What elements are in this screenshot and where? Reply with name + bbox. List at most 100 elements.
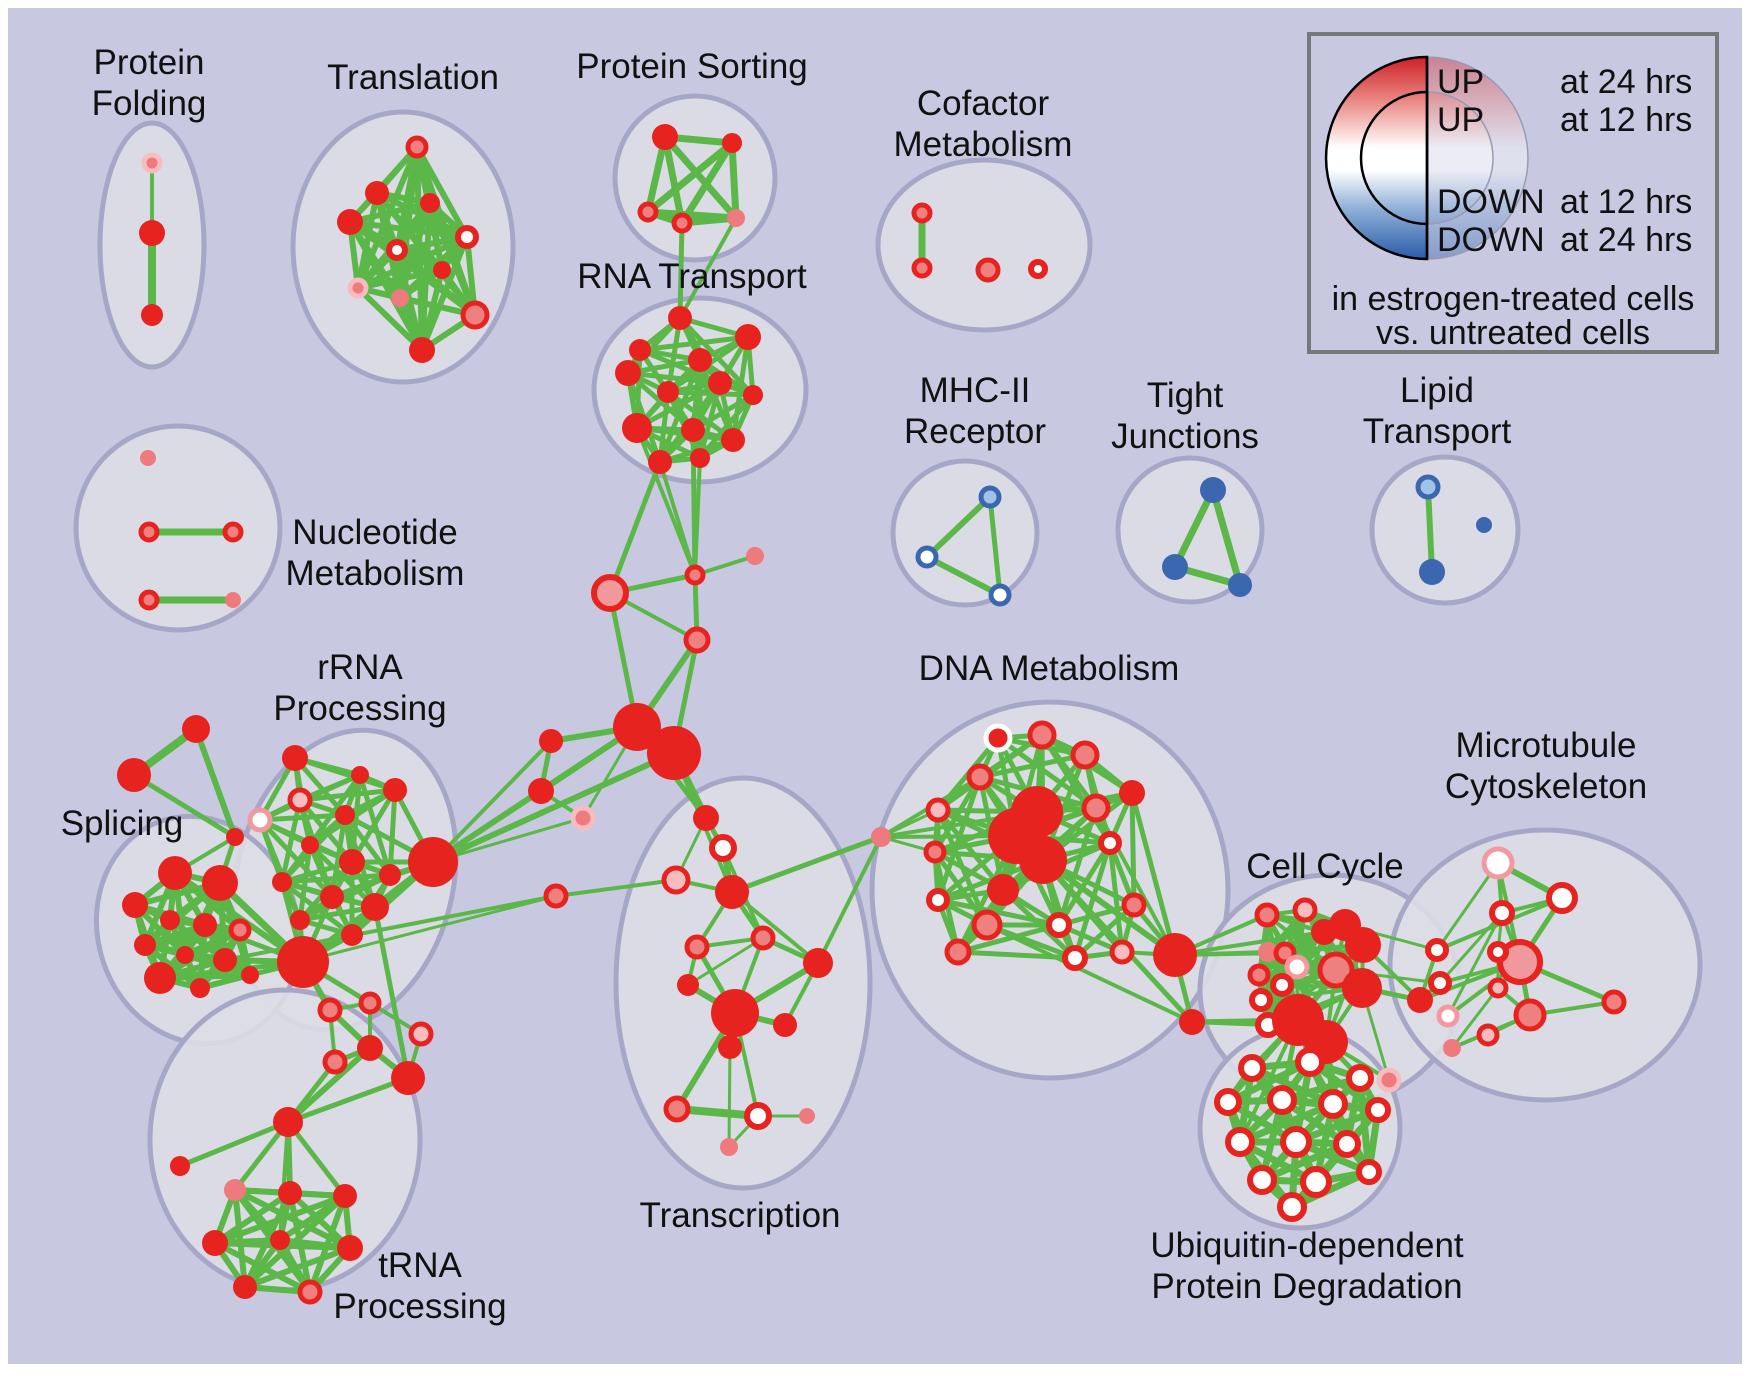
- network-node[interactable]: [1162, 554, 1188, 580]
- network-node[interactable]: [677, 974, 699, 996]
- network-node[interactable]: [983, 723, 1013, 753]
- network-node[interactable]: [683, 626, 711, 654]
- network-node[interactable]: [911, 257, 933, 279]
- network-node[interactable]: [455, 225, 479, 249]
- network-node[interactable]: [433, 261, 451, 279]
- network-node[interactable]: [1277, 1192, 1307, 1222]
- network-node[interactable]: [1513, 998, 1547, 1032]
- network-node[interactable]: [297, 1279, 323, 1305]
- network-node[interactable]: [405, 135, 429, 159]
- network-node[interactable]: [134, 934, 156, 956]
- network-node[interactable]: [1121, 892, 1147, 918]
- network-node[interactable]: [138, 521, 160, 543]
- network-node[interactable]: [383, 778, 407, 802]
- network-node[interactable]: [988, 583, 1012, 607]
- network-node[interactable]: [247, 807, 273, 833]
- network-node[interactable]: [1247, 1165, 1277, 1195]
- network-node[interactable]: [224, 1179, 246, 1201]
- network-node[interactable]: [622, 413, 652, 443]
- network-node[interactable]: [270, 1230, 290, 1250]
- network-node[interactable]: [228, 918, 252, 942]
- network-node[interactable]: [799, 1108, 815, 1124]
- network-node[interactable]: [341, 924, 363, 946]
- network-node[interactable]: [1109, 939, 1135, 965]
- network-node[interactable]: [978, 485, 1002, 509]
- network-node[interactable]: [1481, 846, 1515, 880]
- network-node[interactable]: [408, 837, 458, 887]
- network-node[interactable]: [1238, 1054, 1266, 1082]
- network-node[interactable]: [637, 201, 659, 223]
- network-node[interactable]: [613, 703, 661, 751]
- network-node[interactable]: [1407, 987, 1433, 1013]
- network-node[interactable]: [1249, 988, 1273, 1012]
- network-node[interactable]: [944, 938, 972, 966]
- network-node[interactable]: [926, 888, 950, 912]
- network-node[interactable]: [718, 1035, 742, 1059]
- network-node[interactable]: [170, 1156, 190, 1176]
- network-node[interactable]: [803, 948, 833, 978]
- network-node[interactable]: [141, 152, 163, 174]
- network-node[interactable]: [1027, 720, 1057, 750]
- network-node[interactable]: [176, 946, 194, 964]
- network-node[interactable]: [460, 300, 490, 330]
- network-node[interactable]: [1270, 973, 1294, 997]
- network-node[interactable]: [379, 864, 401, 886]
- network-node[interactable]: [241, 966, 259, 984]
- network-node[interactable]: [1443, 1039, 1461, 1057]
- network-node[interactable]: [647, 726, 701, 780]
- network-node[interactable]: [1046, 912, 1072, 938]
- network-node[interactable]: [1081, 793, 1111, 823]
- network-node[interactable]: [408, 1021, 434, 1047]
- network-node[interactable]: [1179, 1009, 1205, 1035]
- network-node[interactable]: [923, 840, 947, 864]
- network-node[interactable]: [140, 450, 156, 466]
- network-node[interactable]: [721, 428, 745, 452]
- network-node[interactable]: [1119, 780, 1145, 806]
- network-node[interactable]: [320, 885, 344, 909]
- network-node[interactable]: [1214, 1088, 1242, 1116]
- network-node[interactable]: [1258, 942, 1278, 962]
- network-node[interactable]: [871, 827, 891, 847]
- network-node[interactable]: [688, 348, 712, 372]
- network-node[interactable]: [1489, 900, 1515, 926]
- network-node[interactable]: [335, 805, 355, 825]
- network-node[interactable]: [333, 1184, 357, 1208]
- network-node[interactable]: [144, 962, 176, 994]
- network-node[interactable]: [278, 1181, 302, 1205]
- network-node[interactable]: [1476, 1023, 1500, 1047]
- network-node[interactable]: [746, 547, 764, 565]
- network-node[interactable]: [657, 381, 679, 403]
- network-node[interactable]: [1333, 1130, 1361, 1158]
- network-node[interactable]: [158, 856, 192, 890]
- network-node[interactable]: [528, 778, 554, 804]
- network-node[interactable]: [1476, 517, 1492, 533]
- network-node[interactable]: [1153, 933, 1197, 977]
- network-node[interactable]: [202, 865, 238, 901]
- network-node[interactable]: [1601, 989, 1627, 1015]
- network-node[interactable]: [365, 181, 389, 205]
- network-node[interactable]: [351, 766, 369, 784]
- network-node[interactable]: [671, 212, 693, 234]
- network-node[interactable]: [1300, 1166, 1332, 1198]
- network-node[interactable]: [391, 1061, 425, 1095]
- network-node[interactable]: [966, 763, 994, 791]
- network-node[interactable]: [663, 1095, 691, 1123]
- network-node[interactable]: [915, 545, 939, 569]
- network-node[interactable]: [1428, 971, 1452, 995]
- network-node[interactable]: [1062, 945, 1088, 971]
- network-node[interactable]: [1284, 954, 1310, 980]
- network-node[interactable]: [652, 124, 678, 150]
- network-node[interactable]: [1267, 1085, 1297, 1115]
- network-node[interactable]: [1415, 474, 1441, 500]
- network-node[interactable]: [684, 934, 710, 960]
- network-node[interactable]: [1356, 1159, 1382, 1185]
- network-node[interactable]: [1292, 897, 1318, 923]
- network-node[interactable]: [1318, 1089, 1348, 1119]
- network-node[interactable]: [727, 209, 745, 227]
- network-node[interactable]: [1254, 902, 1280, 928]
- network-node[interactable]: [1228, 573, 1252, 597]
- network-node[interactable]: [661, 865, 691, 895]
- network-node[interactable]: [138, 589, 160, 611]
- network-node[interactable]: [1487, 941, 1509, 963]
- network-node[interactable]: [202, 1230, 228, 1256]
